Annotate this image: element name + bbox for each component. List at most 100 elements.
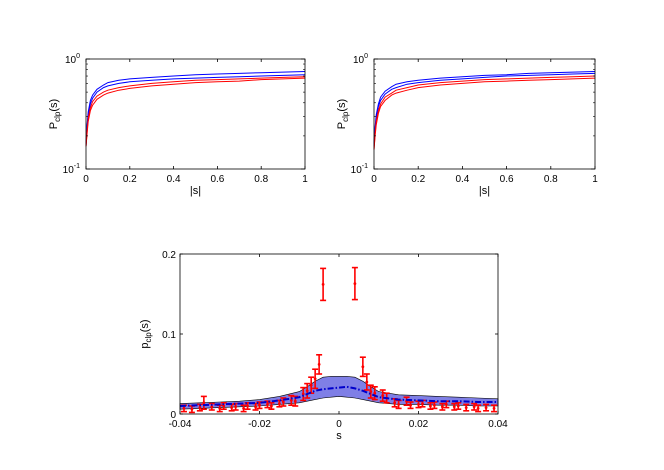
top-right-xtick-label: 1 [592, 174, 598, 185]
top-left-ticks: 0 0.2 0.4 0.6 0.8 1 10-1 100 [63, 53, 309, 185]
top-left-ytick-label: 10-1 [63, 163, 80, 176]
bottom-errorbar [395, 399, 402, 410]
top-left-ylabel: Pclp(s) [48, 99, 62, 129]
top-left-series-line-4 [85, 77, 306, 147]
bottom-errorbar [363, 373, 370, 391]
bottom-errorbar-point [258, 403, 261, 407]
top-left-ytick-label: 100 [65, 53, 80, 66]
bottom-errorbar-point [417, 403, 420, 406]
top-right-ytick-label: 10-1 [351, 163, 368, 176]
bottom-errorbar-point [270, 404, 273, 408]
bottom-errorbar-point [397, 403, 401, 406]
bottom-errorbar [359, 356, 366, 378]
top-left-series-line-1 [85, 71, 306, 144]
top-right-series-line-3 [373, 75, 596, 150]
bottom-errorbar-point [472, 405, 476, 409]
bottom-errorbar [300, 386, 307, 402]
top-left-lines [85, 71, 306, 147]
top-left-xtick-label: 0 [83, 174, 89, 185]
bottom-errorbar-point [476, 407, 480, 410]
bottom-errorbar [304, 382, 311, 399]
bottom-errorbar-point [266, 403, 269, 406]
bottom-errorbar-point [246, 404, 249, 408]
bottom-errorbar-point [444, 403, 448, 406]
bottom-errorbar [312, 368, 319, 390]
top-left-chart: 0 0.2 0.4 0.6 0.8 1 10-1 100 |s| Pclp(s) [48, 53, 308, 197]
bottom-errorbar-point [429, 404, 432, 408]
bottom-errorbar [316, 353, 323, 375]
top-left-xtick-label: 0.4 [167, 174, 181, 185]
bottom-errorbar [471, 402, 478, 411]
bottom-errorbar-point [361, 365, 365, 369]
bottom-errorbar-point [452, 405, 456, 409]
bottom-errorbar-point [218, 407, 222, 410]
bottom-ytick-label: 0.2 [162, 250, 176, 261]
bottom-xtick-label: -0.04 [169, 419, 192, 430]
bottom-errorbar [439, 402, 446, 411]
bottom-errorbar-point [373, 391, 377, 395]
bottom-errorbar-point [393, 401, 397, 405]
bottom-errorbar-point [254, 405, 257, 409]
bottom-xtick-label: -0.02 [248, 419, 271, 430]
bottom-errorbar [351, 266, 358, 301]
top-right-ytick-label: 100 [353, 53, 368, 66]
bottom-errorbar [371, 385, 378, 401]
bottom-errorbar [379, 389, 386, 403]
bottom-errorbar [407, 401, 414, 410]
bottom-ticks: -0.04 -0.02 0 0.02 0.04 0 0.1 0.2 [162, 250, 508, 430]
bottom-errorbar-point [182, 407, 186, 410]
bottom-errorbar [276, 399, 283, 408]
bottom-errorbar [475, 404, 482, 413]
bottom-errorbar-point [421, 402, 424, 405]
bottom-errorbar [232, 402, 239, 411]
bottom-errorbar-point [313, 377, 317, 381]
top-right-series-line-4 [373, 77, 596, 150]
bottom-errorbar [264, 400, 271, 409]
top-right-chart: 0 0.2 0.4 0.6 0.8 1 10-1 100 |s| Pclp(s) [336, 53, 598, 197]
bottom-errorbar-point [365, 380, 369, 384]
bottom-errorbar-point [305, 389, 309, 393]
bottom-errorbar-point [289, 399, 293, 402]
bottom-errorbar-point [353, 282, 357, 285]
bottom-errorbar [320, 267, 327, 302]
bottom-errorbar-point [456, 404, 460, 408]
bottom-errorbar-point [409, 403, 412, 407]
bottom-xtick-label: 0 [336, 419, 342, 430]
bottom-errorbar-point [210, 405, 214, 409]
top-right-xtick-label: 0.2 [411, 174, 425, 185]
bottom-errorbar-point [369, 390, 373, 393]
top-right-series-line-2 [373, 72, 596, 147]
top-right-xtick-label: 0.4 [455, 174, 469, 185]
bottom-errorbar [491, 404, 498, 413]
bottom-errorbar-point [202, 401, 206, 405]
bottom-errorbar [240, 404, 247, 413]
bottom-ytick-label: 0.1 [162, 330, 176, 341]
bottom-errorbar [455, 401, 462, 411]
bottom-ytick-label: 0 [170, 410, 176, 421]
bottom-errorbar-point [492, 407, 496, 410]
bottom-errorbar-point [230, 406, 234, 409]
top-right-series-line-1 [373, 71, 596, 144]
bottom-errorbar-point [440, 405, 444, 409]
top-left-xtick-label: 0.6 [210, 174, 224, 185]
top-right-xlabel: |s| [479, 185, 490, 197]
bottom-errorbar-point [381, 394, 385, 397]
bottom-errorbar [367, 384, 374, 399]
top-right-ylabel: Pclp(s) [336, 99, 350, 129]
bottom-errorbar-point [198, 406, 202, 409]
top-left-xtick-label: 0.8 [254, 174, 268, 185]
bottom-errorbar-point [464, 406, 468, 409]
top-left-xtick-label: 0.2 [123, 174, 137, 185]
bottom-errorbar-point [281, 400, 285, 404]
bottom-errorbar [200, 395, 207, 411]
bottom-xtick-label: 0.04 [488, 419, 508, 430]
top-right-lines [373, 71, 596, 150]
top-right-axes-frame [373, 58, 596, 170]
bottom-mean-line [179, 385, 498, 407]
top-left-axes-frame [85, 58, 306, 170]
bottom-errorbar-point [293, 399, 297, 403]
bottom-errorbar-point [301, 392, 305, 396]
bottom-marks [179, 266, 499, 414]
bottom-errorbar [403, 396, 410, 407]
